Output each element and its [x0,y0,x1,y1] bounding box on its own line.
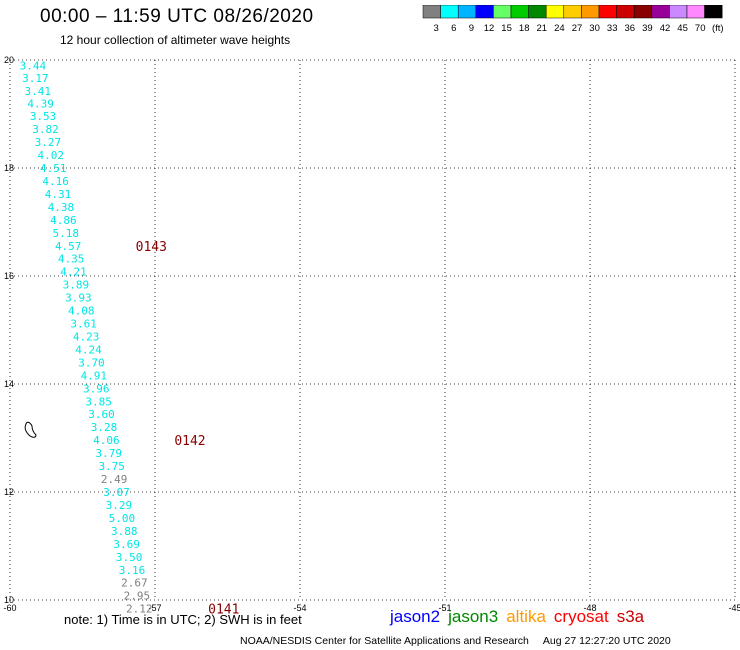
wave-height-label: 3.17 [22,72,49,85]
colorbar-label: 6 [451,23,456,34]
colorbar-label: 18 [519,23,530,34]
colorbar-label: 30 [589,23,600,34]
wave-height-label: 5.18 [53,227,80,240]
wave-height-label: 3.93 [65,292,92,305]
wave-height-label: 5.00 [109,512,136,525]
colorbar-swatch [704,5,723,19]
y-tick-label: 14 [4,379,14,389]
colorbar-label: 39 [642,23,653,34]
colorbar-label: 15 [501,23,512,34]
y-tick-label: 10 [4,595,14,605]
pass-number-label: 0143 [136,240,167,255]
y-tick-label: 20 [4,55,14,65]
wave-height-label: 3.27 [35,136,62,149]
colorbar-label: 45 [677,23,688,34]
x-tick-label: -48 [583,603,596,613]
x-tick-label: -51 [438,603,451,613]
wave-height-label: 4.31 [45,188,72,201]
island-outline [24,421,37,438]
wave-height-label: 3.69 [113,538,140,551]
wave-height-label: 4.16 [42,175,68,188]
wave-height-label: 3.07 [103,486,129,499]
legend-item-jason2: jason2 [390,607,441,626]
page-title: 00:00 – 11:59 UTC 08/26/2020 [40,6,314,27]
wave-height-label: 4.02 [38,149,65,162]
wave-height-label: 2.95 [124,590,151,603]
wave-height-label: 4.08 [68,305,95,318]
wave-height-label: 4.38 [48,201,74,214]
y-tick-label: 12 [4,487,14,497]
wave-height-label: 2.67 [121,577,147,590]
wave-height-label: 4.21 [60,266,86,279]
legend-item-cryosat: cryosat [553,607,609,626]
wave-height-label: 3.28 [91,421,118,434]
wave-height-label: 3.88 [111,525,137,538]
credit-text: NOAA/NESDIS Center for Satellite Applica… [240,635,529,647]
page-subtitle: 12 hour collection of altimeter wave hei… [60,33,291,47]
pass-number-label: 0142 [174,434,205,449]
pass-labels: 0143 0142 0141 [136,240,240,615]
y-tick-label: 18 [4,163,14,173]
wave-height-label: 4.06 [93,434,120,447]
colorbar-label: (ft) [712,23,724,34]
legend-item-s3a: s3a [616,607,645,626]
wave-height-label: 3.16 [119,564,146,577]
y-tick-label: 16 [4,271,14,281]
legend-item-jason3: jason3 [448,607,499,626]
wave-height-label: 3.41 [25,85,52,98]
colorbar: 3 6 9 12 15 18 21 24 27 30 33 36 39 42 45 70 (ft) [422,5,724,34]
x-tick-label: -45 [728,603,740,613]
legend-item-altika: altika [506,607,546,626]
wave-height-label: 3.85 [85,395,112,408]
satellite-legend: jason2 jason3 altika cryosat s3a [390,607,652,627]
wave-height-label: 3.50 [116,551,143,564]
wave-height-label: 4.86 [50,214,77,227]
wave-height-label: 2.12 [126,603,153,615]
wave-height-points: 3.443.173.414.393.533.823.274.024.514.16… [20,59,153,615]
colorbar-label: 12 [484,23,495,34]
wave-height-label: 3.89 [63,279,90,292]
wave-height-label: 3.61 [70,318,97,331]
x-tick-label: -54 [293,603,306,613]
footer-note: note: 1) Time is in UTC; 2) SWH is in fe… [64,612,302,627]
colorbar-label: 21 [537,23,548,34]
colorbar-label: 70 [695,23,706,34]
wave-height-label: 3.29 [106,499,133,512]
wave-height-label: 4.91 [81,369,108,382]
x-tick-label: -60 [3,603,16,613]
wave-height-label: 4.51 [40,162,67,175]
colorbar-label: 36 [625,23,636,34]
wave-height-label: 3.79 [96,447,123,460]
colorbar-label: 42 [660,23,671,34]
wave-height-label: 4.24 [75,343,102,356]
credit-line: NOAA/NESDIS Center for Satellite Applica… [240,635,671,647]
wave-height-label: 3.82 [32,123,59,136]
pass-number-label: 0141 [208,603,239,615]
wave-height-label: 3.75 [98,460,125,473]
colorbar-label: 27 [572,23,583,34]
wave-height-label: 3.60 [88,408,115,421]
colorbar-label: 3 [434,23,439,34]
wave-height-label: 4.39 [27,98,54,111]
wave-height-label: 4.35 [58,253,85,266]
wave-height-label: 2.49 [101,473,128,486]
map-grid [9,59,736,601]
colorbar-label: 9 [469,23,474,34]
axis-tick-labels: -60 -57 -54 -51 -48 -45 20 18 16 14 12 10 [3,55,740,613]
wave-height-label: 3.53 [30,110,57,123]
credit-timestamp: Aug 27 12:27:20 UTC 2020 [542,635,671,647]
wave-height-label: 3.44 [20,59,47,72]
wave-height-label: 3.96 [83,382,110,395]
colorbar-label: 33 [607,23,618,34]
colorbar-label: 24 [554,23,565,34]
wave-height-label: 4.57 [55,240,81,253]
x-tick-label: -57 [148,603,161,613]
wave-height-label: 3.70 [78,356,105,369]
wave-height-label: 4.23 [73,330,100,343]
